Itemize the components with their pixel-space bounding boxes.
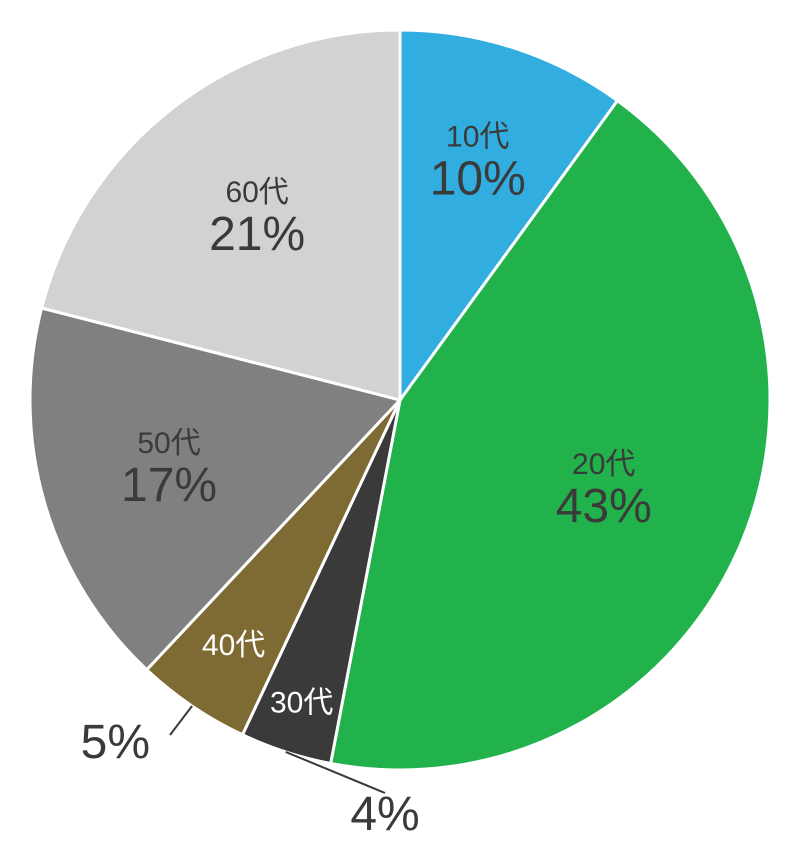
slice-label-value-40s: 5% bbox=[81, 716, 150, 769]
slice-label-top-20s: 20代 bbox=[572, 448, 635, 481]
pie-slices bbox=[30, 30, 770, 770]
slice-label-top-30s: 30代 bbox=[270, 687, 333, 720]
slice-label-top-60s: 60代 bbox=[225, 176, 288, 209]
slice-label-value-10s: 10% bbox=[430, 153, 526, 206]
slice-label-value-60s: 21% bbox=[209, 208, 305, 261]
slice-label-value-30s: 4% bbox=[350, 788, 419, 841]
slice-label-value-20s: 43% bbox=[556, 480, 652, 533]
slice-label-value-50s: 17% bbox=[121, 459, 217, 512]
age-distribution-pie-chart: 10代10% 20代43% 30代 4% 40代 5% 50代17% 60代21% bbox=[0, 0, 800, 855]
slice-label-top-50s: 50代 bbox=[137, 427, 200, 460]
slice-label-top-40s: 40代 bbox=[202, 629, 265, 662]
slice-label-top-10s: 10代 bbox=[446, 121, 509, 154]
